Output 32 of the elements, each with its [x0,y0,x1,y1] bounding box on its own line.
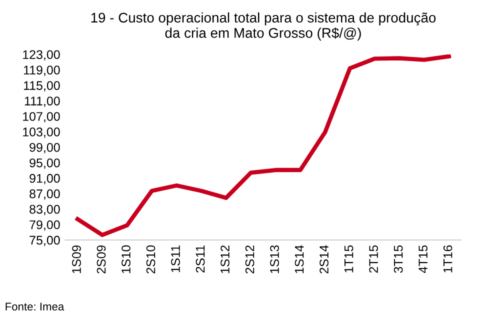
x-tick-label: 4T15 [418,245,428,274]
x-tick-label: 2S14 [320,245,328,274]
x-tick-label: 1T15 [344,245,354,272]
x-tick-label: 3T15 [394,245,403,273]
x-tick-label: 1S14 [294,245,304,274]
x-tick-label: 2S12 [245,245,254,274]
x-tick-label: 1S10 [122,245,130,274]
y-tick-label: 107,00 [23,112,60,122]
y-tick-label: 83,00 [30,204,60,216]
y-tick-label: 87,00 [30,189,60,200]
y-tick-label: 75,00 [30,236,60,246]
line-series [75,54,451,238]
chart-title: 19 - Custo operacional total para o sistema de produção da cria em Mato Grosso (R$/@) [91,12,436,41]
x-tick-label: 1S13 [270,245,279,274]
x-tick-label: 2S11 [196,245,205,272]
x-tick-label: 1S12 [220,245,230,274]
y-tick-label: 119,00 [24,66,60,76]
x-tick-label: 2S09 [96,245,106,274]
x-tick-label: 1T16 [443,245,452,272]
y-tick-label: 115,00 [24,81,60,92]
source-note: Fonte: Imea [6,302,64,311]
y-tick-label: 95,00 [30,158,60,169]
y-tick-label: 91,00 [30,174,60,184]
y-tick-label: 103,00 [23,128,60,138]
x-tick-label: 2T15 [369,245,378,273]
y-tick-label: 123,00 [23,50,60,61]
y-tick-label: 111,00 [24,96,60,107]
x-tick-label: 1S09 [72,245,81,274]
x-tick-label: 1S11 [171,245,180,272]
y-tick-label: 99,00 [30,143,60,154]
y-tick-label: 79,00 [30,220,60,231]
x-tick-label: 2S10 [146,245,156,274]
